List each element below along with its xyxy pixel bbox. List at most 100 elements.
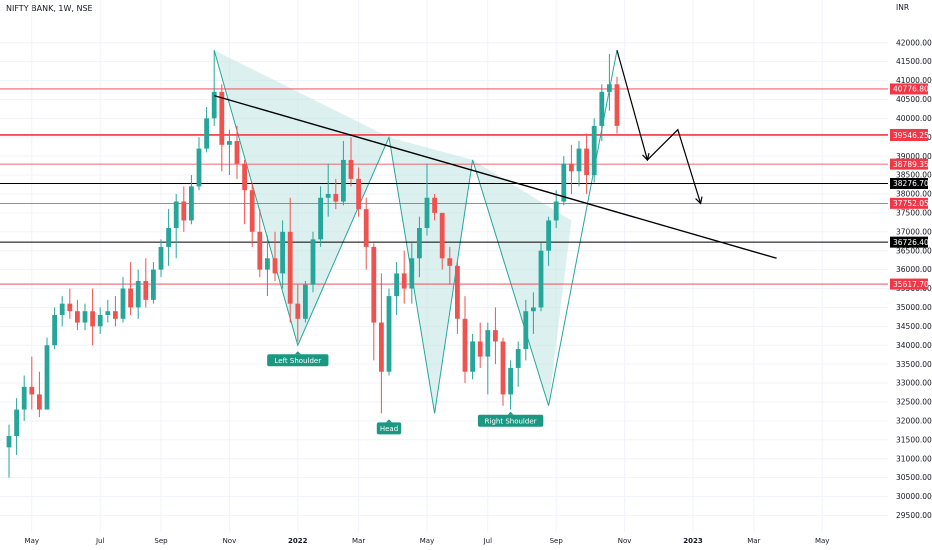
candlesticks [6, 50, 620, 478]
pattern-fill [214, 50, 389, 346]
candle-body [113, 311, 118, 319]
price-tick-label: 31500.00 [896, 435, 932, 444]
price-tick-label: 33500.00 [896, 360, 932, 369]
candle-body [470, 341, 475, 372]
candle-body [599, 91, 605, 126]
candle-body [82, 311, 88, 323]
pattern-fill [389, 137, 473, 414]
price-tick-label: 38500.00 [896, 171, 932, 180]
candle-body [531, 307, 536, 312]
candle-body [29, 386, 35, 395]
candle-body [52, 314, 57, 346]
time-tick-label: May [25, 537, 39, 545]
pattern-label: Right Shoulder [477, 411, 544, 427]
level-price-tag-text: 38276.70 [893, 179, 929, 188]
candle-body [439, 212, 445, 259]
candle-body [576, 148, 582, 172]
pattern-label-pointer [507, 411, 514, 415]
time-tick-label: Jul [483, 537, 493, 545]
candle-body [455, 265, 460, 319]
candle-body [75, 311, 80, 323]
pattern-label-pointer [294, 351, 301, 355]
chart-symbol-title: NIFTY BANK, 1W, NSE [6, 4, 93, 13]
arrow-head-down-1 [642, 152, 650, 162]
level-price-tag [890, 197, 928, 209]
candle-body [432, 197, 437, 213]
price-tick-label: 40000.00 [896, 114, 932, 123]
candle-body [561, 163, 567, 202]
candle-body [196, 148, 202, 187]
time-tick-label: Jul [95, 537, 105, 545]
level-price-tag-text: 36726.40 [893, 238, 929, 247]
candle-body [128, 288, 133, 308]
time-tick-label: May [420, 537, 434, 545]
price-tick-label: 36500.00 [896, 246, 932, 255]
level-price-tag [890, 278, 928, 290]
price-tick-label: 33000.00 [896, 379, 932, 388]
price-tick-label: 34500.00 [896, 322, 932, 331]
candle-body [211, 91, 217, 119]
price-tick-label: 38000.00 [896, 190, 932, 199]
candle-body [143, 280, 149, 300]
time-tick-label: Nov [223, 537, 237, 545]
pattern-label-text: Head [380, 425, 398, 433]
candle-body [318, 197, 323, 240]
candle-body [6, 436, 12, 448]
price-axis[interactable]: INR 29500.00 30000.00 30500.00 31000.00 31500… [890, 3, 932, 520]
candle-body [295, 303, 301, 319]
pattern-zigzag-line [213, 50, 618, 414]
candle-body [265, 258, 270, 270]
candle-body [409, 258, 415, 289]
time-tick-label: Nov [618, 537, 632, 545]
candle-body [591, 125, 597, 176]
pattern-label: Left Shoulder [267, 351, 329, 367]
candle-body [257, 231, 263, 270]
candle-body [90, 311, 95, 327]
candle-body [538, 250, 544, 308]
candle-body [333, 193, 339, 202]
time-tick-label: Sep [154, 537, 168, 545]
candle-body [485, 330, 491, 357]
price-tick-label: 30500.00 [896, 473, 932, 482]
price-tick-label: 40500.00 [896, 95, 932, 104]
time-tick-label: 2023 [683, 537, 703, 545]
pattern-label-box [267, 354, 329, 367]
candle-body [310, 239, 316, 285]
candle-body [447, 258, 453, 266]
pattern-label-text: Right Shoulder [485, 417, 537, 425]
time-axis[interactable]: May Jul Sep Nov 2022 Mar May Jul Sep Nov 2023 Mar Ma… [25, 537, 830, 545]
pattern-label: Head [376, 419, 402, 435]
price-tick-label: 37500.00 [896, 208, 932, 217]
price-tick-label: 34000.00 [896, 341, 932, 350]
candle-body [523, 311, 529, 350]
candle-body [173, 201, 179, 229]
candle-body [363, 209, 369, 247]
level-price-tag [890, 83, 928, 95]
candle-body [515, 349, 521, 368]
candle-body [189, 186, 194, 221]
price-tick-label: 36000.00 [896, 265, 932, 274]
price-tick-label: 37000.00 [896, 227, 932, 236]
candle-body [280, 231, 285, 274]
pattern-label-box [477, 414, 544, 427]
projection-arrow-path [616, 50, 702, 204]
level-price-tag-text: 39546.25 [893, 131, 929, 140]
candle-body [249, 190, 255, 232]
price-tick-label: 32500.00 [896, 398, 932, 407]
candle-body [287, 231, 293, 304]
candle-body [181, 201, 187, 221]
level-price-tag-text: 40776.80 [893, 85, 929, 94]
candle-body [546, 220, 551, 251]
level-price-tag-text: 37752.05 [893, 199, 929, 208]
candle-body [105, 311, 111, 315]
time-tick-label: Mar [352, 537, 365, 545]
neckline-trendline [214, 94, 777, 259]
candle-body [303, 284, 308, 319]
candle-body [500, 341, 506, 395]
time-tick-label: Sep [550, 537, 564, 545]
candle-body [379, 322, 384, 372]
candle-body [158, 246, 164, 270]
level-price-tag [890, 129, 928, 141]
candle-body [553, 201, 559, 221]
